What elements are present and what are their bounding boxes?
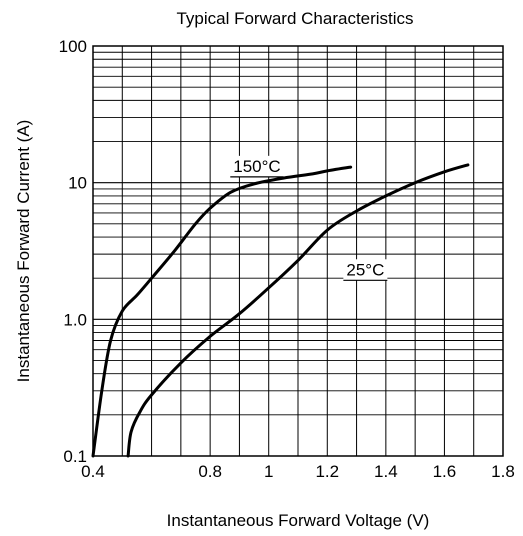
x-tick-label: 0.8 <box>198 462 222 481</box>
y-tick-label: 1.0 <box>63 310 87 329</box>
x-tick-label: 1 <box>264 462 273 481</box>
x-tick-label: 1.8 <box>491 462 515 481</box>
y-tick-label: 0.1 <box>63 447 87 466</box>
y-tick-label: 100 <box>59 37 87 56</box>
plot-frame <box>92 45 504 457</box>
series-line <box>91 165 353 458</box>
x-tick-label: 1.2 <box>315 462 339 481</box>
x-tick-label: 1.4 <box>374 462 398 481</box>
series-label-background <box>230 155 284 177</box>
x-tick-label: 0.4 <box>81 462 105 481</box>
chart-title: Typical Forward Characteristics <box>176 9 413 28</box>
series-label-background <box>343 259 388 281</box>
y-tick-label: 10 <box>68 174 87 193</box>
series-label: 150°C <box>233 157 280 176</box>
series-label: 25°C <box>346 260 384 279</box>
y-axis-label: Instantaneous Forward Current (A) <box>14 120 33 383</box>
x-axis-label: Instantaneous Forward Voltage (V) <box>167 511 430 530</box>
grid <box>93 46 503 456</box>
tick-labels: 0.4 0.8 1 1.2 1.4 1.6 1.8 0.1 1.0 10 100 <box>59 37 515 481</box>
series-layer: 150°C 25°C <box>91 155 470 458</box>
x-tick-label: 1.6 <box>433 462 457 481</box>
series-line <box>126 163 470 458</box>
